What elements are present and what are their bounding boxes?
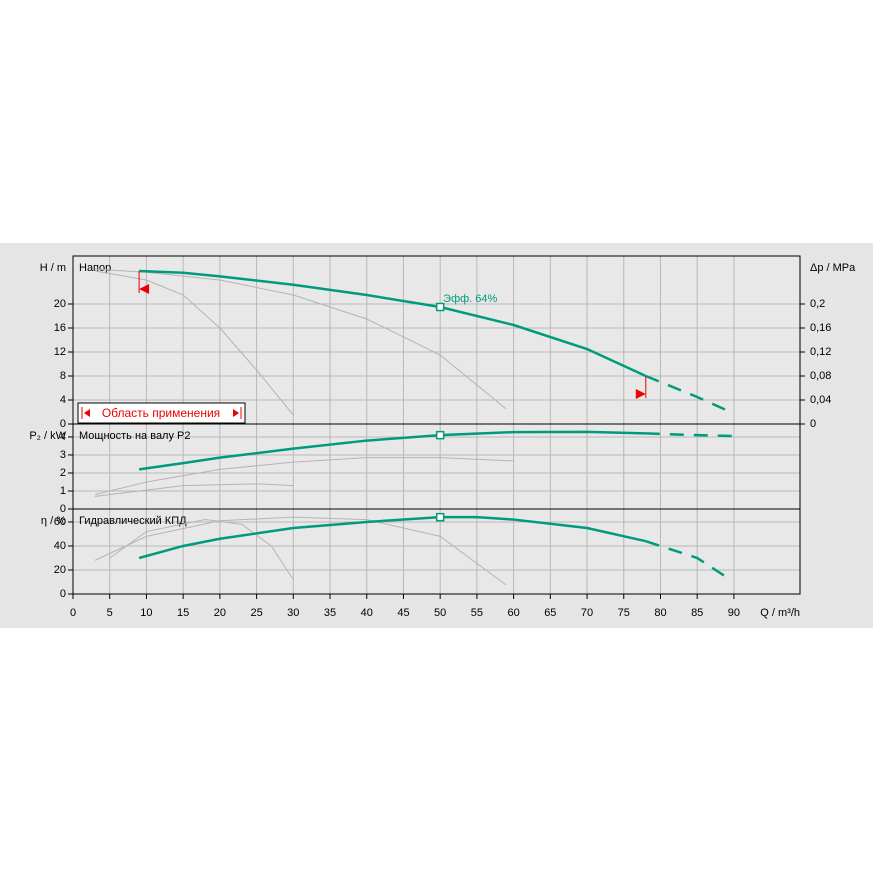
range-arrow — [635, 389, 646, 399]
y-tick-label: 0 — [60, 588, 66, 600]
x-tick-label: 50 — [434, 607, 446, 619]
y-tick-label: 60 — [54, 516, 66, 528]
x-tick-label: 55 — [471, 607, 483, 619]
y-axis-label: η / % — [41, 515, 66, 527]
curve — [645, 539, 728, 579]
x-tick-label: 25 — [250, 607, 262, 619]
y-tick-label: 4 — [60, 394, 66, 406]
x-axis-label: Q / m³/h — [760, 607, 800, 619]
x-tick-label: 45 — [397, 607, 409, 619]
operating-point-label: Эфф. 64% — [443, 293, 497, 305]
x-tick-label: 0 — [70, 607, 76, 619]
y-tick-label: 16 — [54, 322, 66, 334]
y2-tick-label: 0,04 — [810, 394, 831, 406]
curve — [138, 430, 646, 471]
curve — [94, 457, 514, 496]
x-tick-label: 90 — [728, 607, 740, 619]
operating-point — [435, 430, 445, 440]
x-tick-label: 20 — [214, 607, 226, 619]
x-tick-label: 40 — [361, 607, 373, 619]
y2-axis-label: Δp / MPa — [810, 262, 856, 274]
y-tick-label: 0 — [60, 418, 66, 430]
range-box-arrow — [233, 409, 239, 417]
y-tick-label: 2 — [60, 467, 66, 479]
curve — [94, 270, 294, 416]
curve — [94, 516, 507, 586]
panel-title: Напор — [79, 262, 111, 274]
y2-tick-label: 0 — [810, 418, 816, 430]
x-tick-label: 65 — [544, 607, 556, 619]
y-tick-label: 20 — [54, 564, 66, 576]
operating-point — [435, 512, 445, 522]
curve — [94, 483, 294, 497]
y2-tick-label: 0,16 — [810, 322, 831, 334]
y-tick-label: 4 — [60, 431, 66, 443]
y-tick-label: 8 — [60, 370, 66, 382]
x-tick-label: 60 — [507, 607, 519, 619]
x-tick-label: 75 — [618, 607, 630, 619]
x-tick-label: 80 — [654, 607, 666, 619]
y-tick-label: 20 — [54, 298, 66, 310]
curve — [645, 432, 734, 438]
range-arrow — [139, 284, 150, 294]
x-tick-label: 10 — [140, 607, 152, 619]
x-tick-label: 5 — [107, 607, 113, 619]
y2-tick-label: 0,12 — [810, 346, 831, 358]
y-tick-label: 1 — [60, 485, 66, 497]
x-tick-label: 15 — [177, 607, 189, 619]
x-tick-label: 35 — [324, 607, 336, 619]
y-tick-label: 3 — [60, 449, 66, 461]
x-tick-label: 30 — [287, 607, 299, 619]
range-box-arrow — [84, 409, 90, 417]
x-tick-label: 85 — [691, 607, 703, 619]
x-tick-label: 70 — [581, 607, 593, 619]
panel-title: Гидравлический КПД — [79, 515, 187, 527]
curve — [645, 374, 728, 412]
operating-point — [435, 302, 445, 312]
y-axis-label: H / m — [40, 262, 66, 274]
panel-title: Мощность на валу P2 — [79, 430, 191, 442]
curve — [139, 269, 647, 378]
y-tick-label: 0 — [60, 503, 66, 515]
curve — [138, 515, 647, 560]
y2-tick-label: 0,2 — [810, 298, 825, 310]
y-tick-label: 40 — [54, 540, 66, 552]
y2-tick-label: 0,08 — [810, 370, 831, 382]
range-box — [77, 402, 246, 424]
curve — [109, 519, 294, 580]
range-label: Область применения — [102, 406, 220, 420]
y-axis-label: P₂ / kW — [29, 430, 66, 442]
plot-frame — [72, 508, 801, 595]
y-tick-label: 12 — [54, 346, 66, 358]
plot-area — [73, 256, 800, 424]
